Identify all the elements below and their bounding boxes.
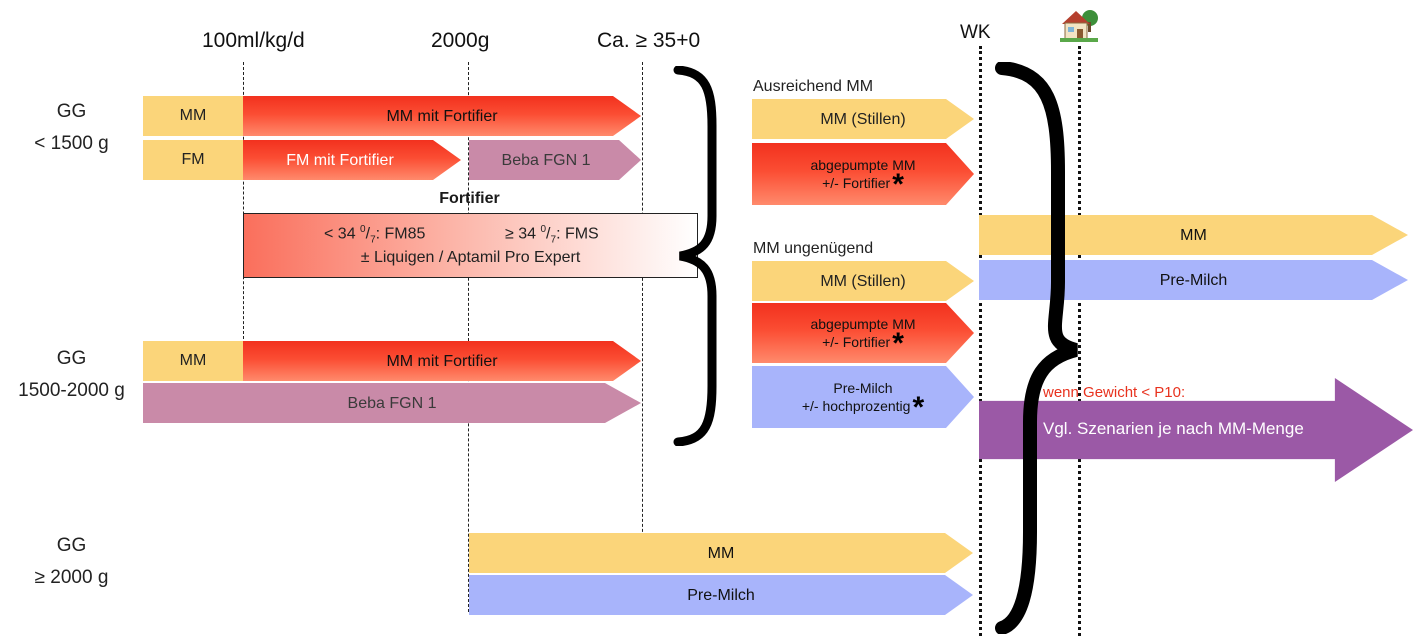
scenario-a-stillen-arrow: MM (Stillen) — [752, 99, 974, 139]
header-weight-2000: 2000g — [431, 29, 490, 52]
row3-pre-milch-arrow: Pre-Milch — [469, 575, 973, 615]
scenario-b-pre-milch-arrow: Pre-Milch +/- hochprozentig* — [752, 366, 974, 428]
right-pre-milch-arrow: Pre-Milch — [979, 260, 1408, 300]
right-warning-text: wenn Gewicht < P10: — [1043, 384, 1186, 401]
guide-home — [1078, 46, 1081, 636]
fortifier-lt34: < 34 0/7: FM85 — [324, 224, 426, 246]
header-flow-rate: 100ml/kg/d — [202, 29, 305, 52]
fortifier-title: Fortifier — [439, 190, 500, 207]
row-label-1500-2000: GG 1500-2000 g — [18, 348, 125, 401]
scenario-b-stillen-arrow: MM (Stillen) — [752, 261, 974, 301]
right-scenario-text: Vgl. Szenarien je nach MM-Menge — [1043, 419, 1304, 438]
header-ga-35: Ca. ≥ 35+0 — [597, 29, 701, 52]
right-brace-icon — [995, 62, 1079, 634]
row-label-over-2000: GG ≥ 2000 g — [34, 535, 109, 588]
fortifier-extra: ± Liquigen / Aptamil Pro Expert — [360, 249, 581, 266]
fortifier-ge34: ≥ 34 0/7: FMS — [505, 224, 599, 246]
asterisk-icon: * — [892, 327, 904, 360]
scenario-b-pumped-arrow: abgepumpte MM +/- Fortifier* — [752, 303, 974, 363]
asterisk-icon: * — [892, 168, 904, 201]
row1-mm-box: MM — [143, 96, 243, 136]
row1-mm-fortifier-arrow: MM mit Fortifier — [243, 96, 641, 136]
asterisk-icon: * — [912, 391, 925, 424]
row1-fm-fortifier-arrow: FM mit Fortifier — [243, 140, 461, 180]
row1-beba-arrow: Beba FGN 1 — [469, 140, 641, 180]
guide-ga-35 — [642, 62, 643, 552]
guide-wk — [979, 46, 982, 636]
row-label-under-1500: GG < 1500 g — [34, 101, 109, 154]
right-mm-arrow: MM — [979, 215, 1408, 255]
row2-beba-arrow: Beba FGN 1 — [143, 383, 641, 423]
row3-mm-arrow: MM — [469, 533, 973, 573]
left-brace-icon — [673, 66, 717, 446]
header-wk: WK — [960, 22, 991, 43]
scenario-a-title: Ausreichend MM — [753, 78, 874, 95]
fortifier-line-1: < 34 0/7: FM85 ≥ 34 0/7: FMS — [244, 224, 697, 246]
house-icon — [1060, 10, 1098, 42]
row2-mm-box: MM — [143, 341, 243, 381]
guide-weight-2000 — [468, 62, 469, 612]
scenario-b-title: MM ungenügend — [753, 240, 874, 257]
scenario-a-pumped-arrow: abgepumpte MM +/- Fortifier* — [752, 143, 974, 205]
fortifier-box: < 34 0/7: FM85 ≥ 34 0/7: FMS ± Liquigen … — [243, 213, 698, 278]
row2-mm-fortifier-arrow: MM mit Fortifier — [243, 341, 641, 381]
guide-flow-rate — [243, 62, 244, 344]
row1-fm-box: FM — [143, 140, 243, 180]
